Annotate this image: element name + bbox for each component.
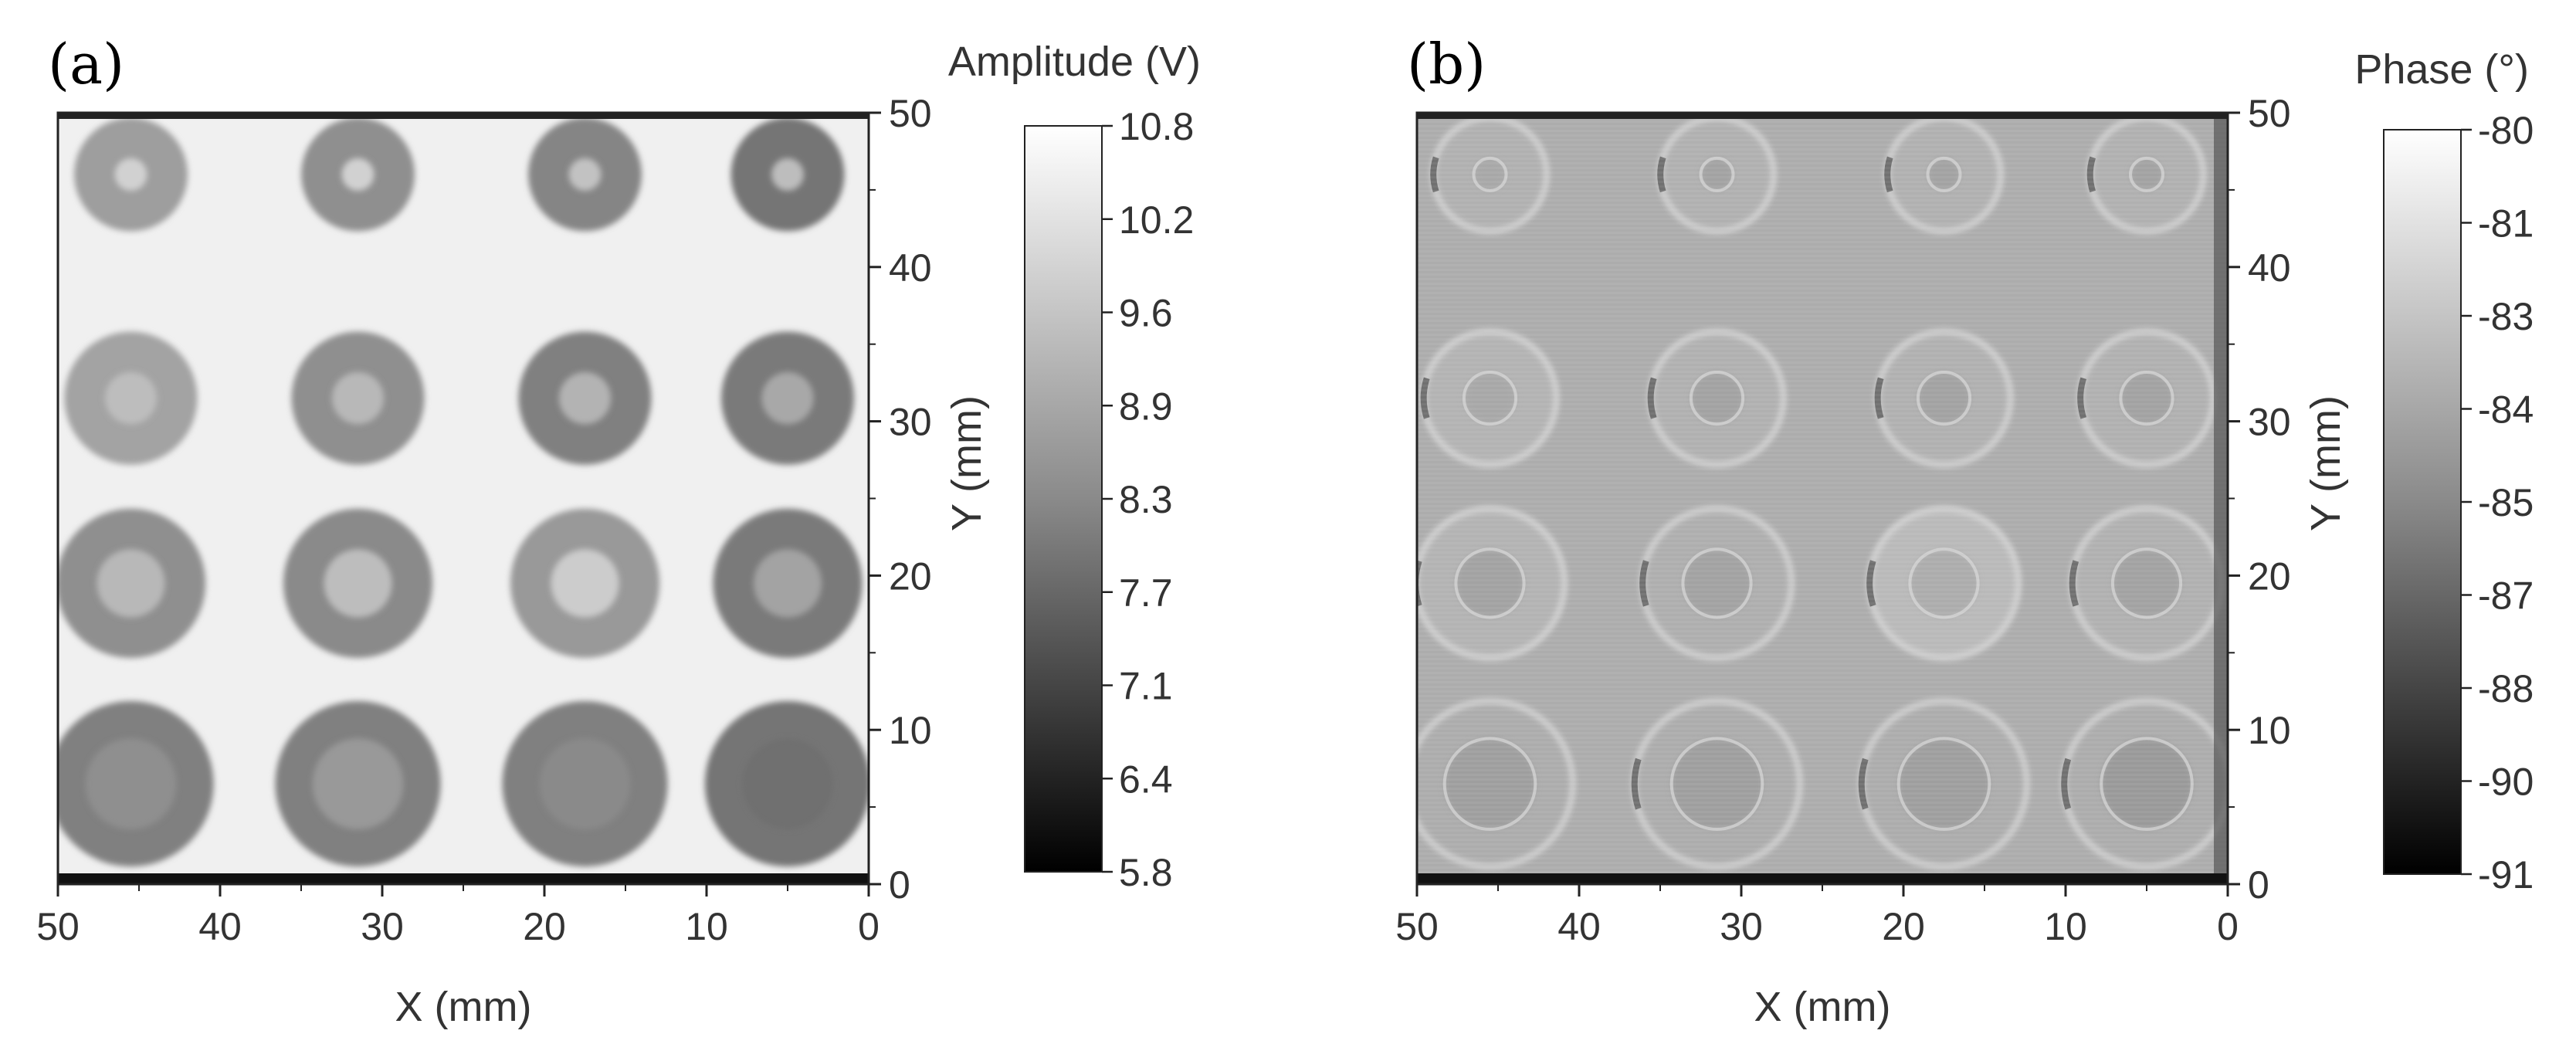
- panel-a-label: (a): [48, 32, 124, 97]
- defect-core: [558, 372, 612, 425]
- colorbar-tick-label: 7.7: [1119, 571, 1173, 615]
- edge-artifact: [58, 873, 869, 884]
- panel-b-label: (b): [1407, 32, 1486, 97]
- defect-core: [551, 549, 619, 618]
- colorbar-tick-label: 10.8: [1119, 105, 1194, 148]
- defect-core: [753, 549, 822, 618]
- colorbar-tick-label: 8.9: [1119, 385, 1173, 428]
- colorbar-tick-label: -91: [2478, 853, 2534, 897]
- x-tick-label: 30: [361, 905, 404, 948]
- defect-core: [331, 372, 385, 425]
- panel-a-colorbar-title: Amplitude (V): [948, 39, 1201, 85]
- x-tick-label: 40: [1557, 905, 1601, 948]
- panel-b: (b) 50 40 30 20 10 00 10 20 30 40 50 X (mm) Y (mm)…: [1395, 32, 2534, 1030]
- defect-core: [771, 158, 804, 191]
- colorbar-tick-label: -87: [2478, 575, 2534, 618]
- defect-core: [742, 738, 833, 829]
- panel-a-axes: 50 40 30 20 10 00 10 20 30 40 50: [36, 92, 931, 948]
- edge-artifact: [1417, 873, 2228, 884]
- colorbar-tick-label: -83: [2478, 295, 2534, 338]
- x-tick-label: 40: [198, 905, 242, 948]
- edge-artifact: [2214, 113, 2228, 884]
- defect-core: [97, 549, 165, 618]
- colorbar-tick-label: -88: [2478, 667, 2534, 710]
- y-tick-label: 0: [2248, 863, 2269, 907]
- x-tick-label: 20: [523, 905, 566, 948]
- panel-b-plot-area: [1408, 113, 2228, 884]
- scan-lines: [1417, 113, 2228, 884]
- panel-b-x-axis-title: X (mm): [1754, 984, 1891, 1030]
- y-tick-label: 20: [2248, 554, 2291, 598]
- defect-core: [114, 158, 147, 191]
- defect-core: [312, 738, 404, 829]
- x-tick-label: 30: [1720, 905, 1763, 948]
- y-tick-label: 40: [889, 246, 932, 290]
- defect-core: [85, 738, 177, 829]
- panel-a-x-axis-title: X (mm): [395, 984, 532, 1030]
- x-tick-label: 10: [685, 905, 728, 948]
- y-tick-label: 30: [889, 401, 932, 444]
- defect-core: [539, 738, 631, 829]
- panel-a-y-axis-title: Y (mm): [944, 395, 990, 531]
- y-tick-label: 10: [2248, 709, 2291, 752]
- colorbar-gradient: [1024, 125, 1103, 873]
- y-tick-label: 30: [2248, 401, 2291, 444]
- colorbar-tick-label: 6.4: [1119, 758, 1173, 801]
- colorbar-tick-label: 10.2: [1119, 198, 1194, 242]
- defect-core: [761, 372, 814, 425]
- panel-b-y-axis-title: Y (mm): [2303, 395, 2349, 531]
- x-tick-label: 50: [1395, 905, 1439, 948]
- colorbar-tick-label: 5.8: [1119, 851, 1173, 894]
- x-tick-label: 0: [858, 905, 880, 948]
- colorbar-tick-label: 9.6: [1119, 292, 1173, 335]
- colorbar-gradient: [2383, 129, 2462, 875]
- panel-b-axes: 50 40 30 20 10 00 10 20 30 40 50: [1395, 92, 2290, 948]
- y-tick-label: 40: [2248, 246, 2291, 290]
- edge-artifact: [58, 113, 869, 119]
- y-tick-label: 0: [889, 863, 910, 907]
- colorbar-tick-label: -90: [2478, 761, 2534, 804]
- defect-core: [341, 158, 375, 191]
- y-tick-label: 50: [2248, 92, 2291, 135]
- panel-a-plot-area: [58, 113, 869, 884]
- colorbar-tick-label: 7.1: [1119, 665, 1173, 708]
- defect-ring-shadow: [1408, 759, 1412, 808]
- colorbar-tick-label: -80: [2478, 109, 2534, 152]
- defect-core: [104, 372, 158, 425]
- panel-a-colorbar: 10.8 10.2 9.6 8.9 8.3 7.7 7.1 6.4 5.8: [1024, 105, 1194, 894]
- y-tick-label: 10: [889, 709, 932, 752]
- panel-b-colorbar: -80 -81 -83 -84 -85 -87 -88 -90 -91: [2383, 109, 2534, 897]
- x-tick-label: 20: [1882, 905, 1925, 948]
- y-tick-label: 20: [889, 554, 932, 598]
- colorbar-tick-label: -85: [2478, 481, 2534, 524]
- x-tick-label: 0: [2217, 905, 2239, 948]
- panel-b-colorbar-title: Phase (°): [2354, 46, 2529, 93]
- defect-core: [324, 549, 392, 618]
- colorbar-tick-label: -84: [2478, 388, 2534, 432]
- colorbar-tick-label: -81: [2478, 202, 2534, 246]
- y-tick-label: 50: [889, 92, 932, 135]
- x-tick-label: 10: [2044, 905, 2087, 948]
- x-tick-label: 50: [36, 905, 80, 948]
- colorbar-tick-label: 8.3: [1119, 478, 1173, 521]
- defect-spots: [58, 117, 869, 867]
- edge-artifact: [1417, 113, 2228, 119]
- panel-a: (a) 50 40 30 20 10 00 10 20 30 40 50 X (mm) Y (mm)…: [36, 32, 1201, 1030]
- defect-core: [568, 158, 602, 191]
